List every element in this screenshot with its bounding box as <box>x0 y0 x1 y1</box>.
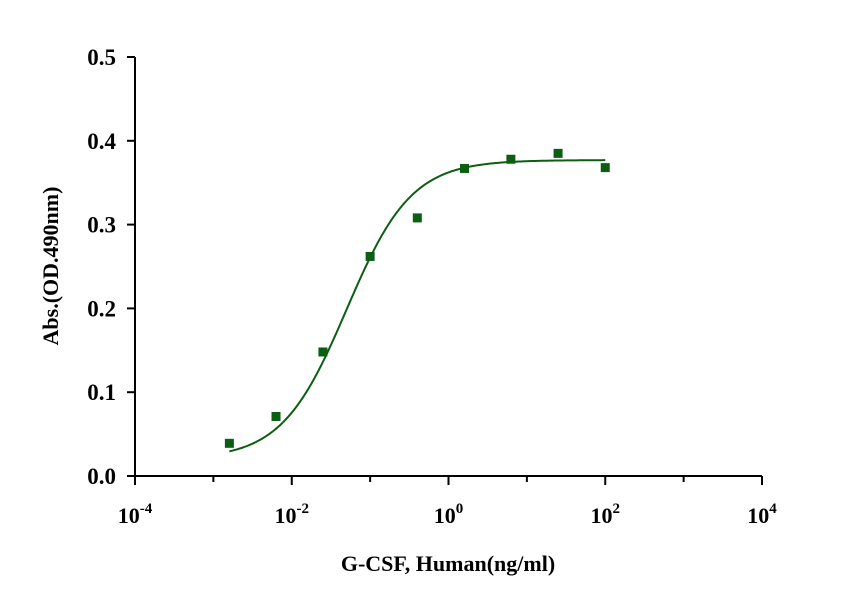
data-point <box>506 154 516 164</box>
x-tick-label: 10-4 <box>118 501 153 528</box>
x-tick-label: 102 <box>591 501 621 528</box>
data-point <box>553 148 563 158</box>
data-point <box>318 347 328 357</box>
ticks-layer: 0.0 0.1 0.2 0.3 0.4 0.5 10-4 10-2 100 102 104 <box>87 45 777 528</box>
y-axis-title: Abs.(OD.490nm) <box>38 187 63 346</box>
axes-layer <box>134 57 762 477</box>
data-point <box>224 438 234 448</box>
data-point <box>459 163 469 173</box>
y-tick-label: 0.5 <box>87 45 116 70</box>
y-tick-label: 0.4 <box>87 129 116 154</box>
x-tick-label: 100 <box>434 501 464 528</box>
data-point <box>412 213 422 223</box>
data-point <box>365 251 375 261</box>
y-tick-label: 0.0 <box>87 464 116 489</box>
fit-curve-layer <box>229 159 606 453</box>
y-tick-label: 0.1 <box>87 380 116 405</box>
y-tick-label: 0.3 <box>87 213 116 238</box>
data-point <box>600 163 610 173</box>
y-tick-label: 0.2 <box>87 296 116 321</box>
x-tick-label: 10-2 <box>275 501 310 528</box>
x-tick-label: 104 <box>747 501 777 528</box>
fit-curve <box>229 159 606 453</box>
data-point <box>271 412 281 422</box>
data-points-layer <box>224 148 610 448</box>
x-axis-title: G-CSF, Human(ng/ml) <box>341 551 555 576</box>
